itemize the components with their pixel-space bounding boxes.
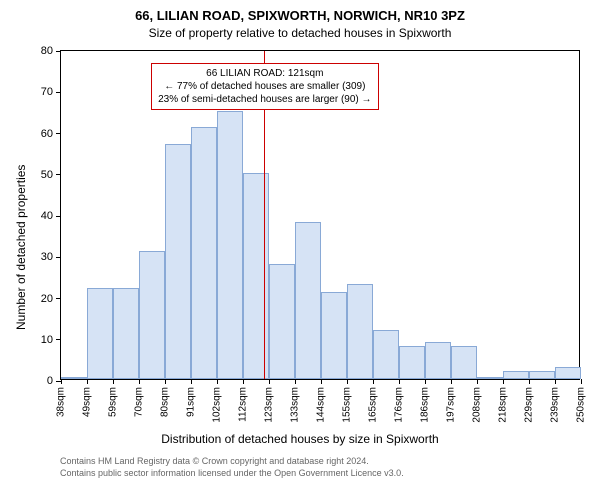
y-tick-label: 20 bbox=[41, 293, 53, 305]
y-tick bbox=[56, 216, 61, 217]
x-tick-label: 133sqm bbox=[290, 387, 301, 423]
footer-attribution: Contains HM Land Registry data © Crown c… bbox=[60, 456, 580, 479]
x-tick bbox=[139, 379, 140, 384]
histogram-bar bbox=[503, 371, 529, 379]
y-tick-label: 0 bbox=[47, 375, 53, 387]
x-tick bbox=[191, 379, 192, 384]
histogram-bar bbox=[243, 173, 269, 379]
x-tick bbox=[87, 379, 88, 384]
x-tick bbox=[529, 379, 530, 384]
x-tick-label: 91sqm bbox=[186, 387, 197, 417]
x-tick-label: 208sqm bbox=[472, 387, 483, 423]
x-tick bbox=[477, 379, 478, 384]
x-tick-label: 123sqm bbox=[264, 387, 275, 423]
y-tick bbox=[56, 174, 61, 175]
histogram-bar bbox=[87, 288, 113, 379]
histogram-bar bbox=[425, 342, 451, 379]
x-tick bbox=[269, 379, 270, 384]
x-tick bbox=[321, 379, 322, 384]
x-tick bbox=[399, 379, 400, 384]
annotation-line-3: 23% of semi-detached houses are larger (… bbox=[158, 93, 371, 106]
histogram-bar bbox=[61, 377, 87, 379]
y-tick-label: 10 bbox=[41, 334, 53, 346]
x-tick-label: 165sqm bbox=[368, 387, 379, 423]
y-axis-label: Number of detached properties bbox=[14, 165, 28, 330]
x-tick bbox=[165, 379, 166, 384]
x-tick-label: 144sqm bbox=[316, 387, 327, 423]
annotation-line-2: ← 77% of detached houses are smaller (30… bbox=[158, 80, 371, 93]
x-tick bbox=[373, 379, 374, 384]
y-tick-label: 80 bbox=[41, 45, 53, 57]
histogram-bar bbox=[165, 144, 191, 379]
histogram-bar bbox=[269, 264, 295, 380]
x-tick bbox=[61, 379, 62, 384]
x-tick bbox=[243, 379, 244, 384]
x-tick bbox=[425, 379, 426, 384]
x-tick-label: 197sqm bbox=[446, 387, 457, 423]
y-tick-label: 50 bbox=[41, 169, 53, 181]
x-tick-label: 70sqm bbox=[134, 387, 145, 417]
histogram-bar bbox=[321, 292, 347, 379]
annotation-box: 66 LILIAN ROAD: 121sqm← 77% of detached … bbox=[151, 63, 378, 110]
x-tick bbox=[581, 379, 582, 384]
histogram-bar bbox=[217, 111, 243, 379]
histogram-bar bbox=[373, 330, 399, 380]
x-tick-label: 186sqm bbox=[420, 387, 431, 423]
y-tick bbox=[56, 92, 61, 93]
y-tick bbox=[56, 298, 61, 299]
y-tick-label: 40 bbox=[41, 210, 53, 222]
x-tick-label: 176sqm bbox=[394, 387, 405, 423]
histogram-bar bbox=[295, 222, 321, 379]
plot-area: 0102030405060708038sqm49sqm59sqm70sqm80s… bbox=[60, 50, 580, 380]
x-tick bbox=[217, 379, 218, 384]
histogram-bar bbox=[477, 377, 503, 379]
x-tick bbox=[113, 379, 114, 384]
x-tick-label: 239sqm bbox=[550, 387, 561, 423]
x-tick bbox=[555, 379, 556, 384]
histogram-bar bbox=[451, 346, 477, 379]
x-tick-label: 59sqm bbox=[108, 387, 119, 417]
x-tick-label: 49sqm bbox=[82, 387, 93, 417]
y-tick bbox=[56, 51, 61, 52]
x-tick-label: 155sqm bbox=[342, 387, 353, 423]
x-tick-label: 112sqm bbox=[238, 387, 249, 422]
chart-title-sub: Size of property relative to detached ho… bbox=[0, 26, 600, 40]
footer-line-2: Contains public sector information licen… bbox=[60, 468, 580, 480]
y-tick bbox=[56, 339, 61, 340]
histogram-bar bbox=[113, 288, 139, 379]
x-tick bbox=[295, 379, 296, 384]
x-tick-label: 102sqm bbox=[212, 387, 223, 423]
histogram-bar bbox=[399, 346, 425, 379]
y-tick-label: 70 bbox=[41, 86, 53, 98]
x-tick bbox=[503, 379, 504, 384]
footer-line-1: Contains HM Land Registry data © Crown c… bbox=[60, 456, 580, 468]
y-tick-label: 30 bbox=[41, 251, 53, 263]
histogram-bar bbox=[347, 284, 373, 379]
x-tick-label: 218sqm bbox=[498, 387, 509, 423]
x-tick-label: 229sqm bbox=[524, 387, 535, 423]
histogram-bar bbox=[139, 251, 165, 379]
y-tick bbox=[56, 133, 61, 134]
x-tick-label: 80sqm bbox=[160, 387, 171, 417]
x-tick bbox=[347, 379, 348, 384]
histogram-bar bbox=[529, 371, 555, 379]
x-tick-label: 38sqm bbox=[56, 387, 67, 417]
histogram-bar bbox=[191, 127, 217, 379]
x-tick-label: 250sqm bbox=[576, 387, 587, 423]
chart-title-main: 66, LILIAN ROAD, SPIXWORTH, NORWICH, NR1… bbox=[0, 8, 600, 23]
annotation-line-1: 66 LILIAN ROAD: 121sqm bbox=[158, 67, 371, 80]
y-tick bbox=[56, 257, 61, 258]
y-tick-label: 60 bbox=[41, 128, 53, 140]
x-axis-label: Distribution of detached houses by size … bbox=[0, 432, 600, 446]
histogram-bar bbox=[555, 367, 581, 379]
x-tick bbox=[451, 379, 452, 384]
